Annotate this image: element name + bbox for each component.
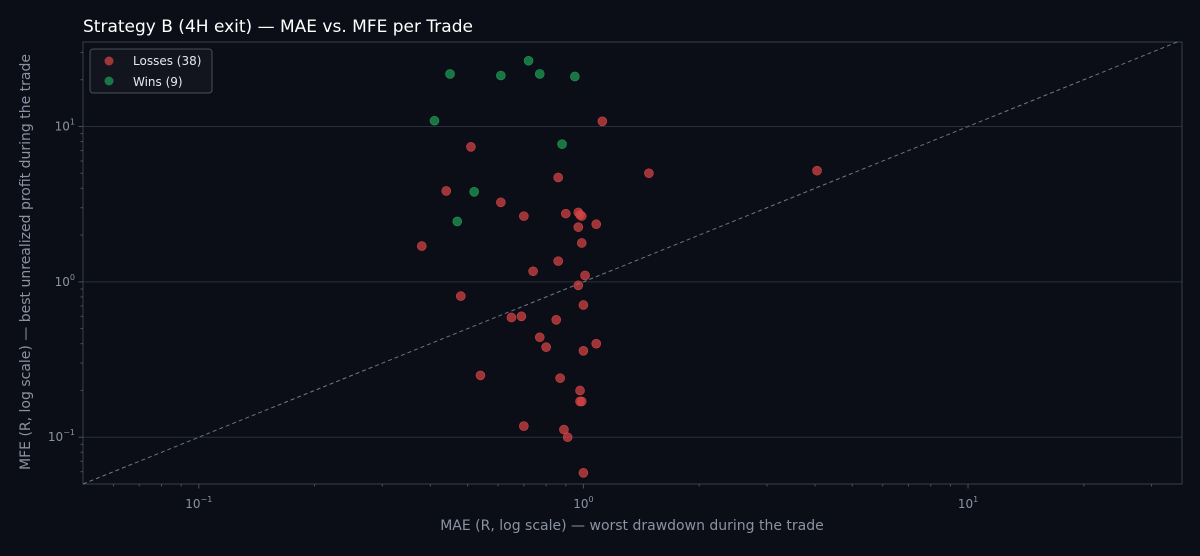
- loss-point: [534, 332, 545, 343]
- loss-point: [561, 208, 571, 219]
- loss-point: [506, 312, 517, 323]
- loss-point: [578, 468, 589, 478]
- loss-point: [553, 256, 564, 266]
- loss-point: [575, 385, 585, 396]
- loss-point: [578, 300, 589, 310]
- x-tick-label: 100: [573, 495, 593, 511]
- loss-point: [578, 346, 589, 356]
- win-point: [469, 187, 479, 197]
- legend-box: [89, 48, 213, 94]
- loss-point: [591, 219, 602, 230]
- legend-marker-losses: [104, 56, 114, 66]
- y-axis-label: MFE (R, log scale) — best unrealized pro…: [18, 54, 34, 470]
- loss-point: [519, 421, 529, 431]
- loss-point: [516, 311, 527, 322]
- win-point: [557, 139, 567, 149]
- loss-point: [551, 315, 562, 325]
- legend-label-wins: Wins (9): [133, 75, 183, 89]
- loss-point: [562, 432, 573, 443]
- loss-point: [575, 396, 585, 407]
- loss-point: [591, 338, 602, 349]
- loss-point: [644, 168, 654, 179]
- y-tick-label: 10−1: [48, 428, 75, 444]
- y-tick-label: 100: [55, 273, 75, 289]
- win-point: [570, 71, 580, 82]
- loss-point: [573, 222, 584, 232]
- loss-point: [812, 165, 822, 176]
- loss-point: [576, 238, 587, 248]
- legend: Losses (38) Wins (9): [89, 48, 213, 94]
- loss-point: [528, 266, 538, 277]
- win-point: [496, 70, 506, 81]
- loss-point: [475, 370, 486, 381]
- loss-point: [519, 211, 529, 221]
- loss-point: [466, 142, 476, 152]
- plot-frame: [82, 41, 1183, 485]
- win-point: [429, 115, 440, 126]
- loss-point: [580, 270, 590, 281]
- legend-label-losses: Losses (38): [133, 54, 201, 68]
- win-point: [445, 69, 455, 79]
- loss-point: [496, 197, 506, 208]
- y-tick-label: 101: [55, 118, 75, 134]
- x-tick-label: 10−1: [185, 495, 212, 511]
- loss-point: [576, 211, 587, 221]
- win-point: [452, 216, 463, 227]
- loss-point: [597, 116, 608, 127]
- reference-line-y-equals-x: [82, 41, 1178, 485]
- chart-title: Strategy B (4H exit) — MAE vs. MFE per T…: [83, 17, 473, 37]
- legend-marker-wins: [104, 76, 114, 86]
- plot-area: 10−1 100 101 10−1 100 101: [48, 41, 1183, 511]
- loss-point: [441, 186, 452, 196]
- x-tick-label: 101: [958, 495, 978, 511]
- loss-point: [541, 342, 551, 352]
- win-point: [534, 69, 545, 79]
- loss-point: [573, 280, 584, 291]
- loss-point: [416, 241, 427, 251]
- loss-point: [553, 172, 564, 183]
- loss-point: [559, 424, 569, 435]
- x-axis-label: MAE (R, log scale) — worst drawdown duri…: [440, 518, 824, 534]
- win-point: [523, 55, 534, 66]
- loss-point: [456, 291, 466, 301]
- loss-point: [555, 373, 565, 383]
